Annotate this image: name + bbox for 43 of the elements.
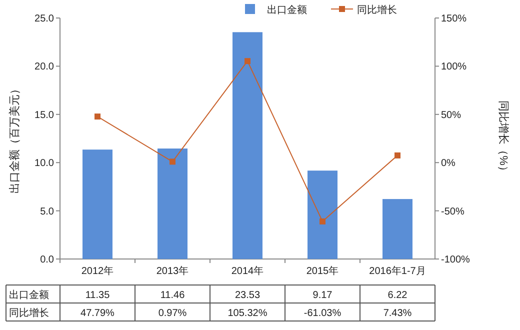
y2-tick-label: -50% xyxy=(441,206,464,218)
data-label: 23.53 xyxy=(234,290,260,301)
y-tick-label: 5.0 xyxy=(40,206,54,218)
data-label: 105.32% xyxy=(228,308,268,319)
data-label: 11.35 xyxy=(85,290,110,301)
bar xyxy=(158,148,188,259)
bar xyxy=(82,150,112,259)
point xyxy=(244,58,250,64)
x-tick-label: 2012年 xyxy=(81,265,114,277)
x-tick-label: 2015年 xyxy=(306,265,339,277)
bar xyxy=(308,170,338,259)
y2-tick-label: 150% xyxy=(441,14,467,24)
x-tick-label: 2014年 xyxy=(231,265,264,277)
text: 出口金额 xyxy=(9,290,49,301)
y2-tick-label: 50% xyxy=(441,110,462,121)
y2-tick-label: 0% xyxy=(441,158,456,170)
y-tick-label: 25.0 xyxy=(34,14,54,24)
x-tick-label: 2016年1-7月 xyxy=(369,265,426,277)
data-label: -61.03% xyxy=(304,308,342,319)
y-tick-label: 20.0 xyxy=(34,62,54,73)
point xyxy=(394,152,400,158)
y2-tick-label: 100% xyxy=(441,62,467,73)
data-label: 9.17 xyxy=(312,290,333,301)
legend-label: 同比增长 xyxy=(357,4,397,16)
data-label: 0.97% xyxy=(158,308,187,319)
data-label: 7.43% xyxy=(383,308,412,319)
data-label: 47.79% xyxy=(80,308,115,319)
y2-axis-title: 同比增长（%） xyxy=(497,100,510,176)
data-label: 6.22 xyxy=(388,290,408,301)
point xyxy=(320,218,326,224)
bar xyxy=(232,32,262,259)
legend-label: 出口金额 xyxy=(267,4,307,16)
text: 同比增长 xyxy=(9,308,49,319)
y-axis-title: 出口金额（百万美元） xyxy=(8,84,21,194)
y-tick-label: 10.0 xyxy=(34,158,54,170)
point xyxy=(170,158,176,165)
y-tick-label: 0.0 xyxy=(40,254,54,266)
data-label: 11.46 xyxy=(160,290,186,301)
y-tick-label: 15.0 xyxy=(34,110,54,121)
bar xyxy=(382,199,412,259)
point xyxy=(94,114,100,120)
y2-tick-label: -100% xyxy=(441,254,470,266)
x-tick-label: 2013年 xyxy=(156,265,189,277)
